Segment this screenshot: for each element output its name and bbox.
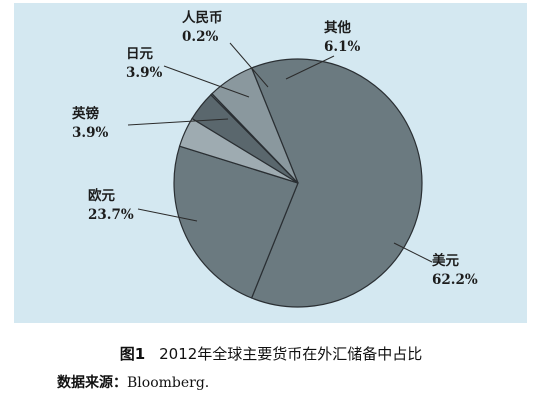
figure-number: 图1 bbox=[119, 345, 146, 363]
source-label: 数据来源： bbox=[57, 375, 127, 391]
slice-value-eur: 23.7% bbox=[88, 207, 134, 223]
slice-label-jpy: 日元 bbox=[126, 46, 153, 62]
leader-line-usd bbox=[393, 242, 433, 263]
pie-slice-usd bbox=[250, 58, 423, 308]
leader-line-gbp bbox=[127, 118, 229, 126]
slice-label-cny: 人民币 bbox=[182, 10, 223, 26]
slice-value-other: 6.1% bbox=[324, 39, 360, 55]
leader-line-cny bbox=[229, 42, 269, 88]
source-text: Bloomberg. bbox=[127, 375, 210, 391]
slice-label-eur: 欧元 bbox=[88, 187, 115, 204]
slice-label-gbp: 英镑 bbox=[71, 105, 99, 122]
leader-line-eur bbox=[137, 208, 198, 222]
slice-value-usd: 62.2% bbox=[432, 272, 478, 288]
pie-chart: 美元 62.2% 欧元 23.7% 英镑 3.9% 日元 3.9% 人民币 0.2% 其他 6.1% bbox=[71, 10, 478, 308]
slice-value-jpy: 3.9% bbox=[126, 65, 162, 81]
slice-label-usd: 美元 bbox=[432, 252, 459, 269]
slice-label-other: 其他 bbox=[324, 19, 351, 36]
leader-line-other bbox=[285, 55, 335, 80]
figure-caption: 图1 2012年全球主要货币在外汇储备中占比 bbox=[0, 343, 542, 364]
data-source: 数据来源：Bloomberg. bbox=[57, 372, 209, 392]
slice-value-gbp: 3.9% bbox=[72, 125, 108, 141]
figure-title: 2012年全球主要货币在外汇储备中占比 bbox=[159, 345, 423, 363]
slice-value-cny: 0.2% bbox=[182, 29, 218, 45]
leader-line-jpy bbox=[163, 65, 250, 98]
pie-slice-eur bbox=[173, 145, 299, 299]
